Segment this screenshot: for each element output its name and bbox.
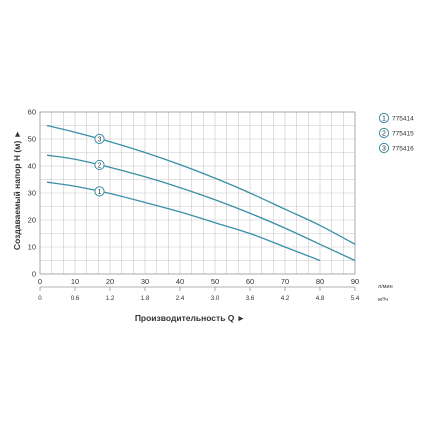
x-tick-label: 50	[211, 277, 219, 286]
x-axis-ticks: 0 10 20 30 40 50 60 70 80 90	[38, 277, 359, 286]
plot-border	[39, 111, 356, 275]
legend-entry-2: 775415	[392, 130, 414, 137]
series-marker-label-1: 1	[98, 189, 102, 196]
x-secondary-tick-label: 0	[38, 295, 42, 302]
x-tick-label: 10	[71, 277, 79, 286]
series-line-3	[46, 124, 356, 245]
y-axis-ticks: 0 10 20 30 40 50 60	[28, 108, 36, 279]
x-tick-label: 70	[281, 277, 289, 286]
y-tick-label: 60	[28, 108, 36, 117]
legend-entry-3: 775416	[392, 145, 414, 152]
y-axis-title: Создаваемый напор H (м) ►	[12, 130, 22, 250]
y-tick-label: 20	[28, 216, 36, 225]
x-secondary-tick-label: 0.6	[71, 295, 80, 302]
x-tick-label: 40	[176, 277, 184, 286]
x-tick-label: 20	[106, 277, 114, 286]
y-tick-label: 50	[28, 135, 36, 144]
x-secondary-tick-label: 2.4	[176, 295, 185, 302]
x-secondary-tick-label: 3.6	[246, 295, 255, 302]
legend: 1 775414 2 775415 3 775416	[378, 112, 414, 154]
x-secondary-tick-label: 4.2	[281, 295, 290, 302]
x-axis-unit: л/мин	[378, 284, 393, 290]
legend-entry-1: 775414	[392, 115, 414, 122]
series-marker-3	[94, 133, 105, 144]
legend-marker-label-1: 1	[382, 116, 386, 123]
x-tick-label: 90	[351, 277, 359, 286]
series-marker-label-2: 2	[98, 162, 102, 169]
series-marker-1	[94, 186, 105, 197]
y-tick-label: 0	[32, 270, 36, 279]
x-secondary-tick-label: 1.8	[141, 295, 150, 302]
x-tick-label: 30	[141, 277, 149, 286]
x-axis-secondary-unit: м³/ч	[378, 297, 388, 303]
y-tick-label: 40	[28, 162, 36, 171]
x-tick-label: 60	[246, 277, 254, 286]
x-axis-title: Производительность Q ►	[135, 313, 245, 323]
legend-marker-label-3: 3	[382, 146, 386, 153]
x-secondary-tick-label: 3.0	[211, 295, 220, 302]
x-secondary-tick-label: 1.2	[106, 295, 115, 302]
y-tick-label: 10	[28, 243, 36, 252]
series-marker-2	[94, 159, 105, 171]
legend-marker-label-2: 2	[382, 131, 386, 138]
series-markers: 1 2 3	[94, 133, 105, 197]
series-marker-label-3: 3	[98, 136, 102, 143]
y-tick-label: 30	[28, 189, 36, 198]
x-axis-secondary-ticks: 0 0.6 1.2 1.8 2.4 3.0 3.6 4.2 4.8 5.4	[38, 287, 360, 302]
legend-marker-1	[378, 112, 390, 124]
series-curves	[46, 124, 356, 262]
legend-marker-3	[378, 142, 390, 154]
series-line-2	[46, 154, 356, 262]
x-secondary-tick-label: 5.4	[351, 295, 360, 302]
plot-frame	[39, 111, 356, 288]
x-tick-label: 0	[38, 277, 42, 286]
series-line-1	[46, 181, 321, 262]
x-tick-label: 80	[316, 277, 324, 286]
x-secondary-tick-label: 4.8	[316, 295, 325, 302]
legend-marker-2	[378, 127, 390, 139]
